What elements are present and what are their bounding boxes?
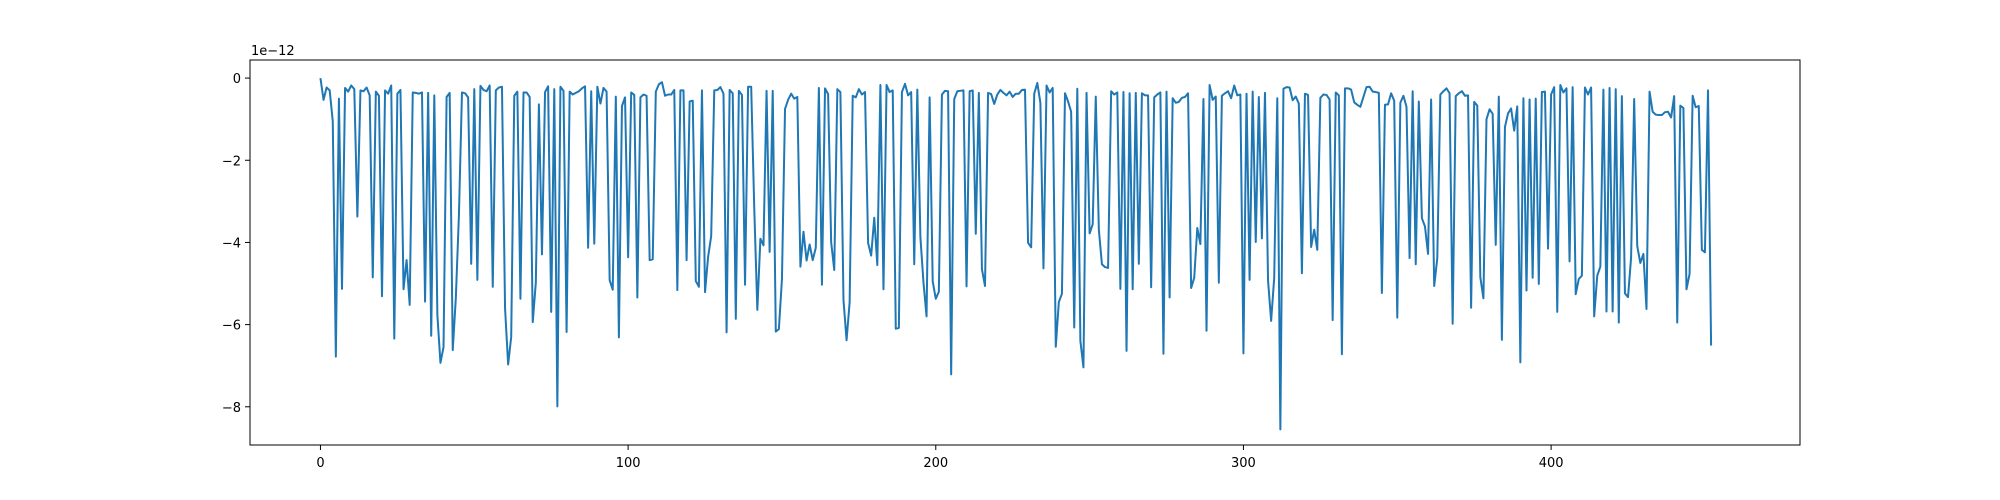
y-tick-label: 0 — [233, 72, 241, 87]
y-tick-label: −8 — [222, 401, 241, 416]
y-tick-label: −2 — [222, 154, 241, 169]
x-tick-label: 300 — [1231, 456, 1256, 471]
x-tick-label: 200 — [923, 456, 948, 471]
axes-frame — [249, 59, 1801, 446]
y-axis: 0 −2 −4 −6 −8 — [222, 72, 250, 416]
series-line — [319, 77, 1713, 431]
x-axis: 0 100 200 300 400 — [316, 445, 1564, 471]
x-tick-label: 400 — [1539, 456, 1564, 471]
x-tick-label: 0 — [316, 456, 324, 471]
y-axis-offset-label: 1e−12 — [251, 44, 295, 59]
x-tick-label: 100 — [616, 456, 641, 471]
y-tick-label: −6 — [222, 319, 241, 334]
y-tick-label: −4 — [222, 236, 241, 251]
